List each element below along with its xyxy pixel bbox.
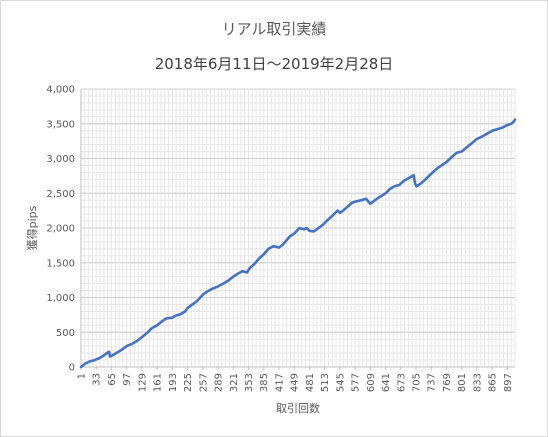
series-line-0: [79, 118, 517, 369]
y-tick-label: 4,000: [46, 85, 75, 96]
y-tick-label: 1,500: [46, 258, 75, 269]
y-tick-label: 3,500: [46, 119, 75, 130]
x-tick-label: 545: [335, 373, 346, 392]
x-tick-label: 449: [290, 373, 301, 392]
x-tick-label: 769: [442, 373, 453, 392]
y-tick-label: 3,000: [46, 154, 75, 165]
x-tick-label: 801: [457, 373, 468, 392]
x-tick-label: 865: [488, 373, 499, 392]
x-tick-label: 705: [412, 373, 423, 392]
x-tick-label: 193: [168, 373, 179, 392]
chart-title: リアル取引実績: [221, 20, 327, 38]
series-layer: [79, 118, 517, 369]
x-tick-label: 321: [229, 373, 240, 392]
x-tick-label: 289: [214, 373, 225, 392]
x-tick-label: 385: [259, 373, 270, 392]
x-tick-label: 225: [183, 373, 194, 392]
x-tick-label: 161: [153, 373, 164, 392]
x-tick-label: 897: [503, 373, 514, 392]
y-axis-title: 獲得pips: [26, 205, 39, 250]
x-tick-label: 673: [396, 373, 407, 392]
x-tick-label: 481: [305, 373, 316, 392]
y-tick-label: 1,000: [46, 293, 75, 304]
x-tick-label: 129: [137, 373, 148, 392]
tick-labels: 0 500 1,000 1,500 2,000 2,500 3,000 3,500 4,000 1…: [46, 85, 514, 393]
x-tick-label: 833: [472, 373, 483, 392]
axes: [80, 89, 515, 370]
x-tick-label: 737: [427, 373, 438, 392]
x-tick-label: 1: [77, 373, 88, 379]
x-tick-label: 577: [351, 373, 362, 392]
x-tick-label: 257: [198, 373, 209, 392]
y-tick-label: 2,500: [46, 189, 75, 200]
x-tick-label: 353: [244, 373, 255, 392]
x-tick-label: 513: [320, 373, 331, 392]
x-axis-title: 取引回数: [276, 401, 320, 415]
x-tick-label: 65: [107, 373, 118, 386]
x-tick-label: 609: [366, 373, 377, 392]
x-tick-label: 641: [381, 373, 392, 392]
x-tick-label: 97: [122, 373, 133, 386]
chart-subtitle: 2018年6月11日～2019年2月28日: [154, 55, 394, 73]
x-tick-label: 417: [274, 373, 285, 392]
x-tick-label: 33: [92, 373, 103, 386]
y-tick-label: 0: [69, 363, 75, 374]
y-tick-label: 500: [56, 328, 75, 339]
y-tick-label: 2,000: [46, 224, 75, 235]
